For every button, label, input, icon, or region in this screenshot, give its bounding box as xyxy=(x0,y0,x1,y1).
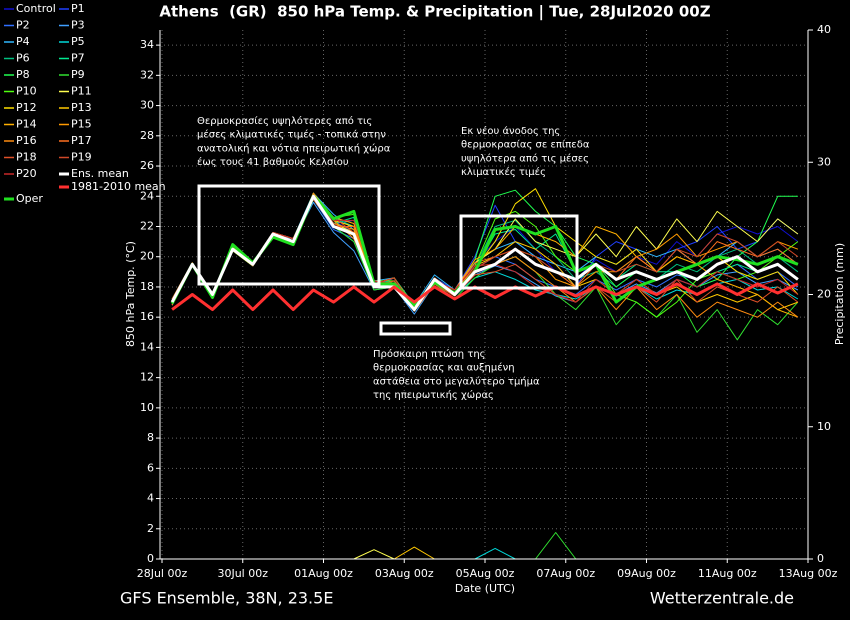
annotation: Εκ νέου άνοδος της xyxy=(461,125,560,137)
legend-label: P15 xyxy=(71,118,92,131)
legend-label: P7 xyxy=(71,52,85,65)
source-right: Wetterzentrale.de xyxy=(650,589,794,608)
annotation-box xyxy=(459,214,579,290)
x-tick-label: 03Aug 00z xyxy=(375,567,434,580)
legend-label: P1 xyxy=(71,2,85,15)
y-tick-label: 30 xyxy=(140,99,154,112)
legend-label: P18 xyxy=(16,151,37,164)
legend-label: P6 xyxy=(16,52,30,65)
annotation: θερμοκρασίας και αυξημένη xyxy=(373,362,515,374)
y-tick-label: 8 xyxy=(147,431,154,444)
y-tick-label: 12 xyxy=(140,371,154,384)
summary-line xyxy=(171,282,799,312)
legend-label: P11 xyxy=(71,85,92,98)
y-tick-label: 16 xyxy=(140,310,154,323)
y2-tick-label: 10 xyxy=(817,420,831,433)
y-tick-label: 4 xyxy=(147,492,154,505)
x-tick-label: 11Aug 00z xyxy=(698,567,757,580)
y-tick-label: 32 xyxy=(140,68,154,81)
legend-label: Control xyxy=(16,2,56,15)
y-tick-label: 6 xyxy=(147,461,154,474)
annotation: Θερμοκρασίες υψηλότερες από τις xyxy=(197,115,372,127)
y-tick-label: 24 xyxy=(140,189,154,202)
x-tick-label: 09Aug 00z xyxy=(617,567,676,580)
legend-label: P13 xyxy=(71,101,92,114)
summary-line xyxy=(170,194,799,307)
legend-label: P19 xyxy=(71,151,92,164)
annotation: ανατολική και νότια ηπειρωτική χώρα xyxy=(197,142,391,154)
summary-line xyxy=(170,194,799,312)
y-axis-label: 850 hPa Temp. (°C) xyxy=(124,241,137,347)
y-tick-label: 14 xyxy=(140,340,154,353)
y-tick-label: 22 xyxy=(140,219,154,232)
annotation: κλιματικές τιμές xyxy=(461,166,546,178)
annotation-boxes xyxy=(197,184,579,336)
annotation: θερμοκρασίας σε επίπεδα xyxy=(461,139,590,151)
x-tick-label: 30Jul 00z xyxy=(217,567,268,580)
annotation: αστάθεια στο μεγαλύτερο τμήμα xyxy=(373,375,540,387)
annotation: υψηλότερα από τις μέσες xyxy=(461,152,589,164)
legend-label: P12 xyxy=(16,101,37,114)
annotation: Πρόσκαιρη πτώση της xyxy=(373,348,486,360)
y-tick-label: 28 xyxy=(140,129,154,142)
annotation: έως τους 41 βαθμούς Κελσίου xyxy=(197,156,349,168)
y2-tick-label: 20 xyxy=(817,288,831,301)
annotation: της ηπειρωτικής χώρας xyxy=(373,389,494,401)
legend-label: P2 xyxy=(16,19,30,32)
x-tick-label: 01Aug 00z xyxy=(294,567,353,580)
legend-label: P14 xyxy=(16,118,37,131)
chart-title: Athens (GR) 850 hPa Temp. & Precipitatio… xyxy=(159,3,710,22)
legend-label: P5 xyxy=(71,35,85,48)
legend-label: P20 xyxy=(16,167,37,180)
legend-label: 1981-2010 mean xyxy=(71,180,166,193)
source-left: GFS Ensemble, 38N, 23.5E xyxy=(120,589,333,608)
x-tick-label: 28Jul 00z xyxy=(137,567,188,580)
annotation: μέσες κλιματικές τιμές - τοπικά στην xyxy=(197,129,386,141)
legend-label: P9 xyxy=(71,68,85,81)
y-tick-label: 20 xyxy=(140,250,154,263)
legend-label: P8 xyxy=(16,68,30,81)
member-line xyxy=(171,198,799,306)
y-tick-label: 34 xyxy=(140,38,154,51)
y2-tick-label: 40 xyxy=(817,23,831,36)
annotation-box xyxy=(197,184,381,286)
y2-axis-label: Precipitation (mm) xyxy=(833,243,846,345)
legend-label: Ens. mean xyxy=(71,167,129,180)
legend-label: P17 xyxy=(71,134,92,147)
y-tick-label: 26 xyxy=(140,159,154,172)
y-tick-label: 10 xyxy=(140,401,154,414)
legend-label: P4 xyxy=(16,35,30,48)
y-tick-label: 2 xyxy=(147,522,154,535)
y2-tick-label: 0 xyxy=(817,552,824,565)
annotation-box xyxy=(379,321,452,336)
legend-label: P16 xyxy=(16,134,37,147)
x-tick-label: 07Aug 00z xyxy=(536,567,595,580)
x-tick-label: 13Aug 00z xyxy=(779,567,838,580)
y2-tick-label: 30 xyxy=(817,155,831,168)
x-axis-label: Date (UTC) xyxy=(455,582,515,595)
legend-label: Oper xyxy=(16,192,43,205)
legend-label: P3 xyxy=(71,19,85,32)
x-tick-label: 05Aug 00z xyxy=(456,567,515,580)
legend-label: P10 xyxy=(16,85,37,98)
y-tick-label: 0 xyxy=(147,552,154,565)
y-tick-label: 18 xyxy=(140,280,154,293)
